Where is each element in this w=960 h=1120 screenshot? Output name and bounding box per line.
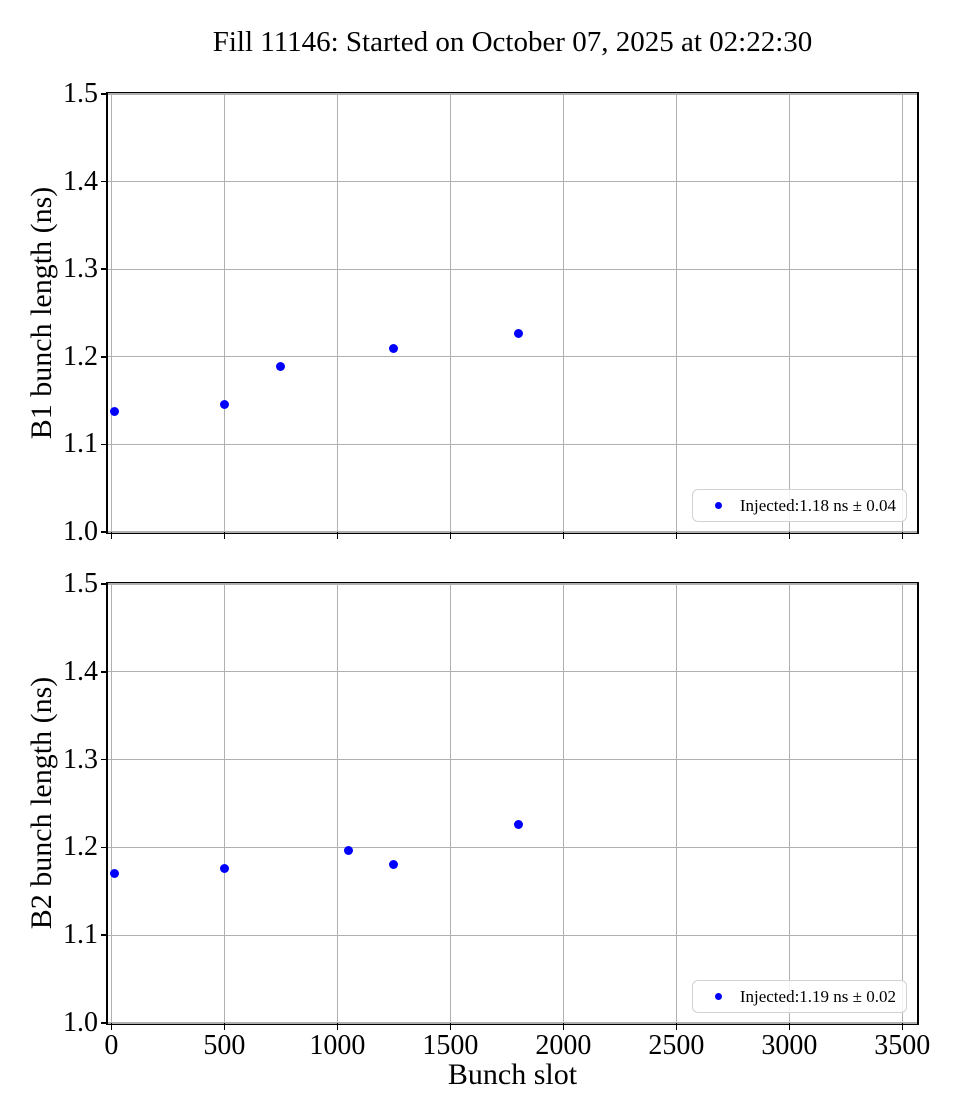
x-gridline — [336, 94, 338, 532]
data-point — [110, 407, 120, 417]
y-tick-label: 1.2 — [63, 831, 98, 863]
x-tick — [223, 532, 226, 539]
x-tick — [110, 1023, 113, 1030]
x-axis-label: Bunch slot — [447, 1058, 578, 1091]
x-tick — [336, 532, 339, 539]
y-gridline — [108, 180, 917, 183]
x-gridline — [675, 94, 677, 532]
y-tick-label: 1.3 — [63, 743, 98, 775]
x-gridline — [675, 584, 677, 1023]
b2-y-axis-label: B2 bunch length (ns) — [25, 676, 58, 930]
x-tick — [562, 1023, 565, 1030]
y-gridline — [108, 93, 917, 95]
data-point — [219, 400, 229, 410]
y-tick-label: 1.1 — [63, 428, 98, 460]
legend-label: Injected:1.19 ns ± 0.02 — [739, 987, 896, 1006]
data-point — [513, 820, 523, 830]
y-tick-label: 1.0 — [63, 516, 98, 547]
y-tick — [101, 846, 108, 849]
data-point — [219, 863, 229, 873]
legend-marker-icon — [714, 993, 722, 1000]
x-gridline — [223, 584, 226, 1023]
x-tick-label: 2500 — [648, 1030, 705, 1061]
x-gridline — [788, 94, 790, 532]
y-tick-label: 1.4 — [63, 165, 98, 197]
x-tick — [901, 532, 904, 539]
x-tick — [788, 532, 791, 539]
data-point — [389, 859, 399, 869]
y-tick — [101, 758, 108, 761]
x-tick — [562, 532, 565, 539]
y-gridline — [108, 671, 917, 673]
data-point — [389, 344, 399, 354]
x-gridline — [449, 584, 451, 1023]
data-point — [344, 846, 354, 856]
data-point — [110, 869, 120, 879]
x-gridline — [223, 94, 226, 532]
x-gridline — [110, 94, 113, 532]
x-tick — [675, 1023, 678, 1030]
x-gridline — [562, 94, 564, 532]
x-tick-label: 0 — [104, 1030, 119, 1061]
y-gridline — [108, 531, 917, 533]
y-tick-label: 1.5 — [63, 568, 98, 599]
y-gridline — [108, 443, 917, 446]
x-tick — [110, 532, 113, 539]
x-tick — [788, 1023, 791, 1030]
x-tick-label: 500 — [203, 1030, 246, 1061]
y-tick — [101, 531, 108, 533]
data-point — [513, 328, 523, 338]
y-tick-label: 1.1 — [63, 919, 98, 951]
b1-plot-area: 1.0 1.1 1.2 1.3 1.4 1.5 Injected:1.18 ns ± 0.0… — [63, 78, 919, 547]
legend-label: Injected:1.18 ns ± 0.04 — [739, 496, 896, 515]
x-tick — [223, 1023, 226, 1030]
x-tick — [901, 1023, 904, 1030]
y-tick — [101, 180, 108, 183]
y-gridline — [108, 583, 917, 585]
y-tick-label: 1.3 — [63, 253, 98, 285]
x-gridline — [110, 584, 113, 1023]
y-gridline — [108, 758, 917, 761]
x-tick-label: 1500 — [422, 1030, 479, 1061]
x-gridline — [788, 584, 790, 1023]
figure-title: Fill 11146: Started on October 07, 2025 … — [212, 26, 813, 58]
y-gridline — [108, 1022, 917, 1024]
b2-plot-area: 0 500 1000 1500 2000 2500 3000 3500 1.0 1.1 1.2 1.3… — [63, 568, 930, 1061]
x-tick-label: 3000 — [761, 1030, 818, 1061]
y-tick-label: 1.2 — [63, 340, 98, 372]
x-gridline — [336, 584, 338, 1023]
x-gridline — [562, 584, 564, 1023]
data-point — [276, 361, 286, 371]
x-tick — [449, 532, 452, 539]
y-tick — [101, 93, 108, 95]
y-gridline — [108, 268, 917, 270]
legend: Injected:1.18 ns ± 0.04 — [691, 489, 907, 522]
y-tick — [101, 356, 108, 358]
y-tick — [101, 268, 108, 270]
y-tick — [101, 583, 108, 585]
y-tick — [101, 443, 108, 446]
y-tick-label: 1.4 — [63, 655, 98, 687]
legend-marker-icon — [714, 502, 722, 509]
x-tick — [675, 532, 678, 539]
x-tick-label: 3500 — [874, 1030, 931, 1061]
y-gridline — [108, 356, 917, 358]
y-gridline — [108, 846, 917, 849]
y-tick — [101, 1022, 108, 1024]
y-tick-label: 1.5 — [63, 78, 98, 109]
x-gridline — [901, 584, 903, 1023]
y-tick — [101, 934, 108, 936]
x-tick-label: 1000 — [309, 1030, 366, 1061]
y-tick-label: 1.0 — [63, 1007, 98, 1038]
x-tick-label: 2000 — [535, 1030, 592, 1061]
legend: Injected:1.19 ns ± 0.02 — [691, 980, 907, 1013]
x-gridline — [901, 94, 903, 532]
y-gridline — [108, 934, 917, 936]
x-tick — [336, 1023, 339, 1030]
x-tick — [449, 1023, 452, 1030]
y-tick — [101, 671, 108, 673]
b1-y-axis-label: B1 bunch length (ns) — [25, 186, 58, 440]
x-gridline — [449, 94, 451, 532]
